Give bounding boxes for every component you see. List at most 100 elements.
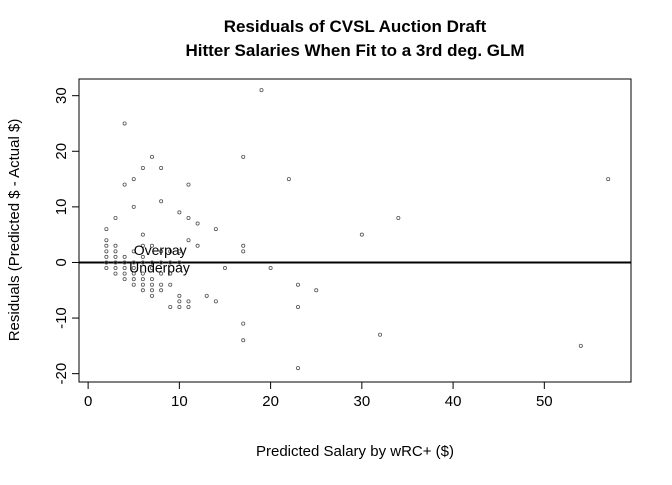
data-point bbox=[168, 282, 173, 287]
data-point bbox=[204, 293, 209, 298]
data-point bbox=[149, 154, 154, 159]
data-point bbox=[213, 227, 218, 232]
data-point bbox=[241, 321, 246, 326]
data-point bbox=[122, 271, 127, 276]
data-point bbox=[606, 177, 611, 182]
data-point bbox=[186, 215, 191, 220]
data-point bbox=[213, 299, 218, 304]
data-point bbox=[159, 288, 164, 293]
data-point bbox=[122, 277, 127, 282]
x-tick-label: 50 bbox=[536, 393, 553, 410]
x-axis: 0 10 20 30 40 50 bbox=[84, 381, 553, 410]
data-point bbox=[104, 260, 109, 265]
data-point bbox=[168, 304, 173, 309]
data-point bbox=[149, 266, 154, 271]
data-point bbox=[104, 266, 109, 271]
data-point bbox=[314, 288, 319, 293]
data-point bbox=[131, 266, 136, 271]
data-point bbox=[140, 165, 145, 170]
chart-title-line-1: Residuals of CVSL Auction Draft bbox=[224, 17, 487, 36]
data-point bbox=[195, 221, 200, 226]
data-point bbox=[122, 121, 127, 126]
data-point bbox=[122, 260, 127, 265]
data-point bbox=[186, 238, 191, 243]
data-point bbox=[104, 238, 109, 243]
data-point bbox=[149, 277, 154, 282]
data-point bbox=[140, 232, 145, 237]
data-point bbox=[122, 266, 127, 271]
data-point bbox=[113, 271, 118, 276]
data-point bbox=[159, 260, 164, 265]
data-point bbox=[104, 243, 109, 248]
data-point bbox=[113, 243, 118, 248]
x-axis-label: Predicted Salary by wRC+ ($) bbox=[256, 443, 454, 460]
y-axis-label: Residuals (Predicted $ - Actual $) bbox=[6, 119, 23, 342]
data-point bbox=[122, 254, 127, 259]
data-point bbox=[295, 282, 300, 287]
data-point bbox=[578, 343, 583, 348]
data-point bbox=[186, 182, 191, 187]
chart-title-line-2: Hitter Salaries When Fit to a 3rd deg. G… bbox=[185, 41, 524, 60]
y-axis: -20 -10 0 10 20 30 bbox=[53, 87, 80, 385]
plot-area-frame bbox=[78, 78, 632, 383]
x-tick-label: 20 bbox=[262, 393, 279, 410]
data-point bbox=[149, 282, 154, 287]
data-point bbox=[140, 271, 145, 276]
y-tick-label: -20 bbox=[53, 363, 70, 385]
data-point bbox=[359, 232, 364, 237]
data-point bbox=[177, 210, 182, 215]
data-point bbox=[195, 243, 200, 248]
data-point bbox=[241, 154, 246, 159]
data-point bbox=[295, 366, 300, 371]
data-point bbox=[396, 215, 401, 220]
data-point bbox=[259, 88, 264, 93]
data-point bbox=[177, 260, 182, 265]
data-point bbox=[222, 266, 227, 271]
data-point bbox=[131, 249, 136, 254]
data-point bbox=[159, 249, 164, 254]
x-tick-label: 10 bbox=[171, 393, 188, 410]
data-point bbox=[104, 227, 109, 232]
annotation-underpay: Underpay bbox=[129, 259, 190, 275]
data-point bbox=[159, 165, 164, 170]
data-point bbox=[122, 182, 127, 187]
data-point bbox=[149, 293, 154, 298]
data-point bbox=[241, 243, 246, 248]
data-point bbox=[168, 260, 173, 265]
x-tick-label: 40 bbox=[445, 393, 462, 410]
data-point bbox=[149, 288, 154, 293]
data-point bbox=[113, 266, 118, 271]
data-point bbox=[241, 249, 246, 254]
data-point bbox=[286, 177, 291, 182]
y-tick-label: 0 bbox=[53, 258, 70, 266]
x-tick-label: 0 bbox=[84, 393, 92, 410]
data-point bbox=[140, 282, 145, 287]
y-tick-label: 20 bbox=[53, 143, 70, 160]
data-point bbox=[113, 249, 118, 254]
data-point bbox=[131, 177, 136, 182]
data-point bbox=[186, 304, 191, 309]
data-point bbox=[131, 260, 136, 265]
data-point bbox=[295, 304, 300, 309]
x-tick-label: 30 bbox=[353, 393, 370, 410]
data-point bbox=[113, 260, 118, 265]
data-point bbox=[140, 277, 145, 282]
data-point bbox=[168, 271, 173, 276]
data-points bbox=[104, 88, 611, 371]
data-point bbox=[177, 299, 182, 304]
data-point bbox=[177, 304, 182, 309]
data-point bbox=[159, 199, 164, 204]
data-point bbox=[159, 282, 164, 287]
data-point bbox=[186, 299, 191, 304]
data-point bbox=[131, 271, 136, 276]
data-point bbox=[159, 271, 164, 276]
annotation-overpay: Overpay bbox=[134, 242, 187, 258]
data-point bbox=[131, 277, 136, 282]
data-point bbox=[113, 254, 118, 259]
data-point bbox=[113, 215, 118, 220]
data-point bbox=[140, 243, 145, 248]
y-tick-label: -10 bbox=[53, 307, 70, 329]
data-point bbox=[140, 260, 145, 265]
